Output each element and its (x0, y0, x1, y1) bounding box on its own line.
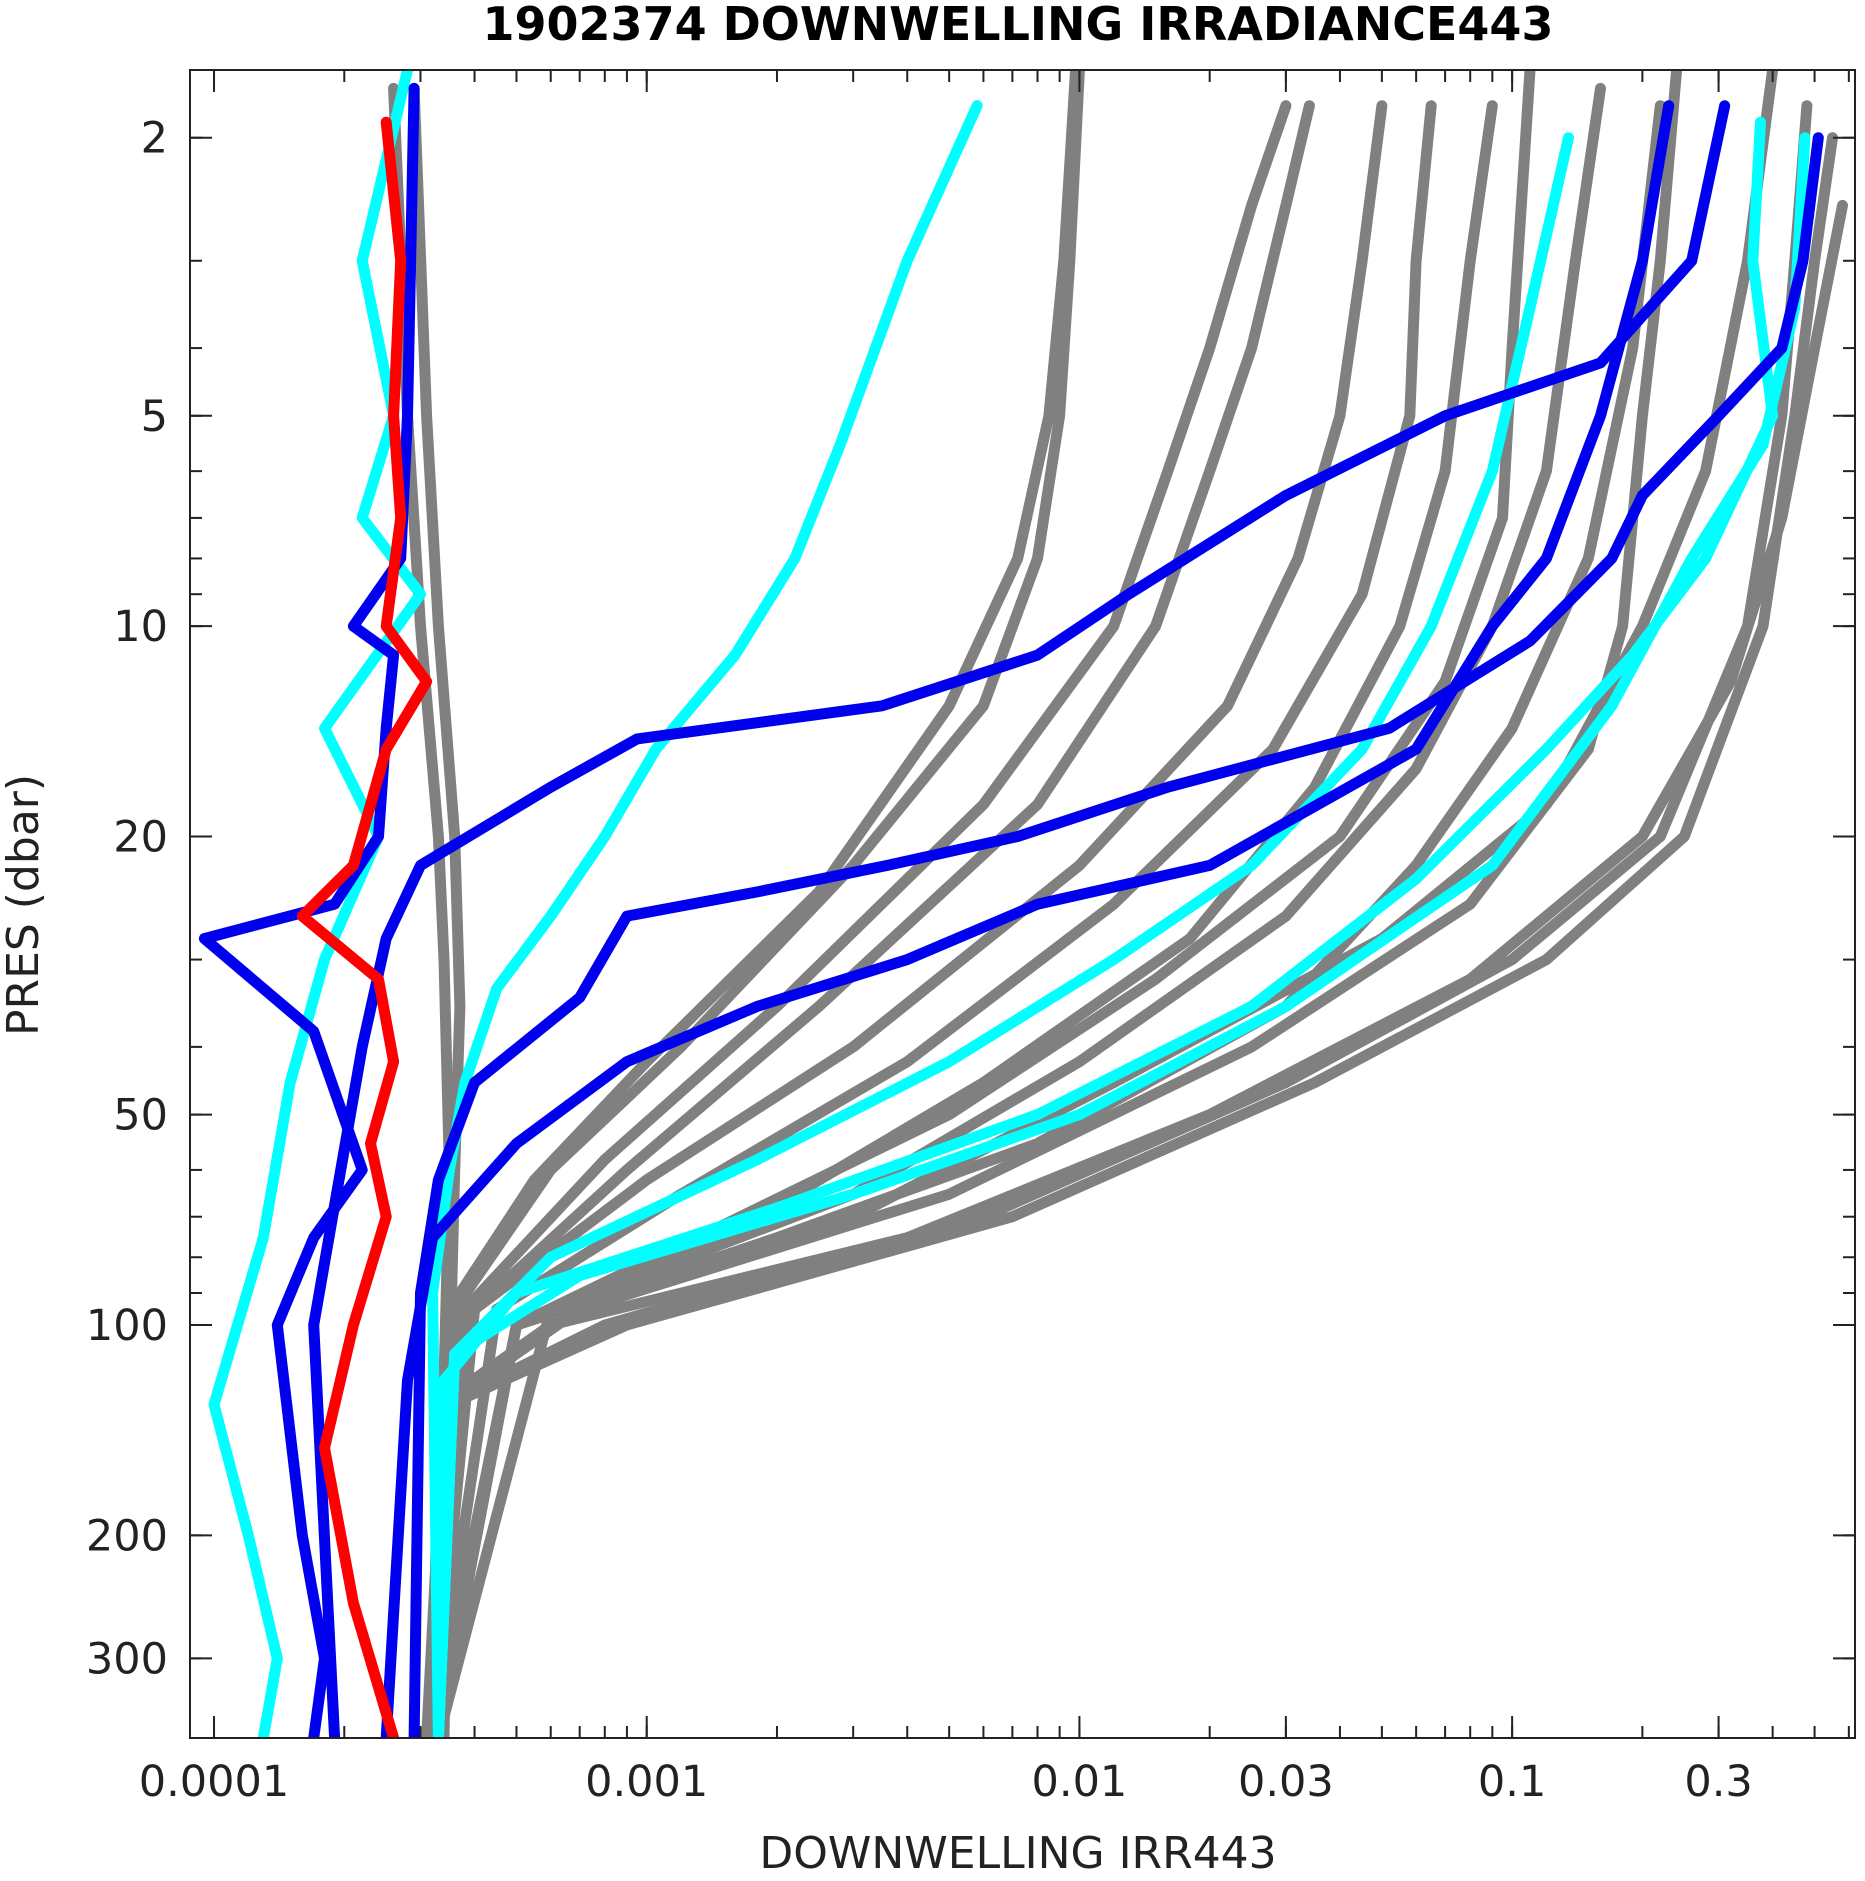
series-line-recent-18 (427, 100, 983, 1738)
y-tick-label: 50 (113, 1091, 168, 1141)
x-tick-label: 0.001 (585, 1757, 708, 1807)
series-line-older-7 (432, 70, 1536, 1738)
x-tick-label: 0.3 (1684, 1757, 1752, 1807)
series-line-older-1 (432, 132, 1838, 1738)
series-line-older-0 (427, 100, 1813, 1738)
series-line-older-9 (427, 100, 1437, 1738)
x-tick-label: 0.1 (1478, 1757, 1546, 1807)
series-group (198, 70, 1848, 1738)
series-line-older-8 (427, 100, 1498, 1738)
series-line-older-6 (432, 82, 1606, 1738)
x-axis-label: DOWNWELLING IRR443 (759, 1828, 1276, 1879)
y-tick-label: 2 (141, 114, 168, 164)
axes: 0.0001 0.001 0.01 0.03 0.1 0.3 2 5 10 20 50 100 200 3… (86, 69, 1856, 1807)
series-line-older-14 (421, 70, 1082, 1738)
y-tick-label: 100 (86, 1301, 168, 1351)
y-tick-label: 300 (86, 1634, 168, 1684)
plot-area (198, 70, 1848, 1738)
y-tick-label: 5 (141, 392, 168, 442)
series-line-older-10 (427, 100, 1388, 1738)
series-line-older-16 (408, 82, 466, 1738)
y-tick-label: 200 (86, 1511, 168, 1561)
chart-title: 1902374 DOWNWELLING IRRADIANCE443 (483, 0, 1554, 51)
x-tick-label: 0.0001 (139, 1757, 289, 1807)
series-line-older-11 (427, 100, 1315, 1738)
series-line-recent-19 (432, 132, 1574, 1738)
y-tick-label: 10 (113, 602, 168, 652)
series-line-previous-25 (408, 132, 1824, 1738)
series-line-older-12 (427, 100, 1292, 1738)
y-tick-label: 20 (113, 813, 168, 863)
plot-frame (189, 69, 1856, 1739)
series-line-latest-26 (296, 116, 433, 1738)
x-tick-label: 0.01 (1032, 1757, 1128, 1807)
series-line-recent-17 (208, 70, 426, 1738)
series-line-previous-22 (198, 82, 420, 1738)
y-axis-label: PRES (dbar) (0, 774, 49, 1036)
series-line-previous-24 (308, 100, 1731, 1738)
series-line-recent-21 (432, 132, 1811, 1738)
series-line-previous-23 (380, 100, 1675, 1738)
series-line-older-4 (432, 70, 1683, 1738)
x-tick-label: 0.03 (1238, 1757, 1334, 1807)
series-line-older-13 (427, 70, 1085, 1738)
